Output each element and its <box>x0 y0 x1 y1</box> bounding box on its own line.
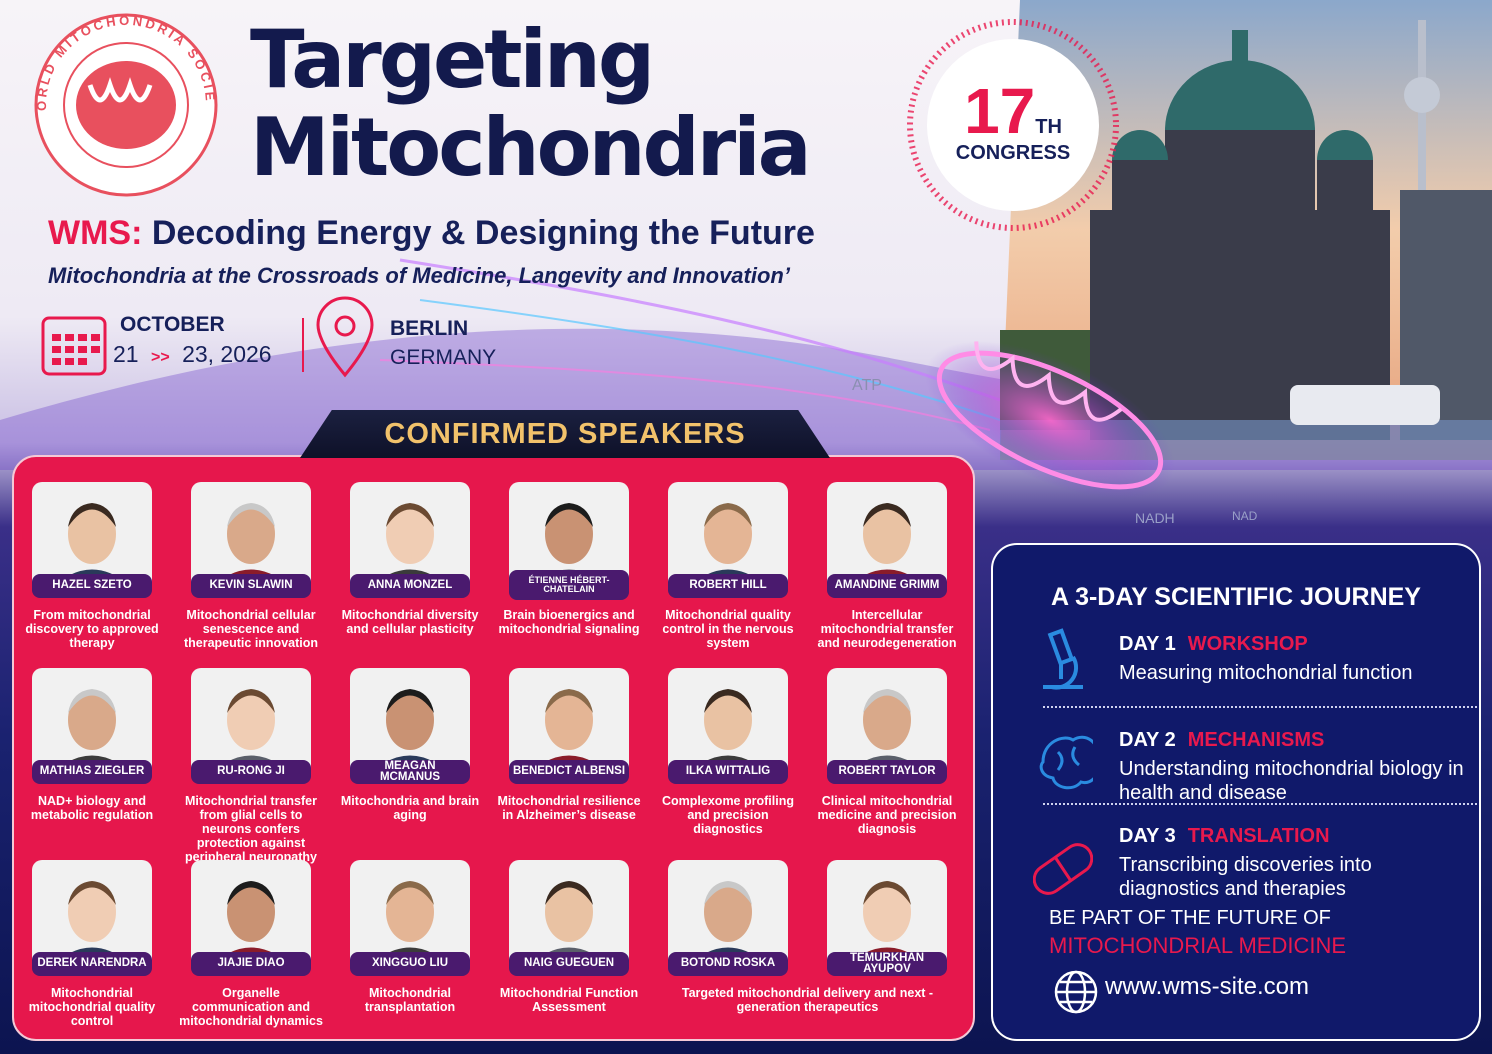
speaker-name: ANNA MONZEL <box>350 574 470 598</box>
subtitle-text: Decoding Energy & Designing the Future <box>151 214 815 252</box>
speaker-topic: Organelle communication and mitochondria… <box>179 986 323 1028</box>
arrow: >> <box>150 349 170 366</box>
badge-label: CONGRESS <box>955 142 1071 164</box>
cta-line1: BE PART OF THE FUTURE OF <box>1049 907 1331 929</box>
month: OCTOBER <box>120 313 225 336</box>
speaker-name: DEREK NARENDRA <box>32 952 152 976</box>
day-label: DAY 2 <box>1119 729 1176 751</box>
speaker-topic: Mitochondrial mitochondrial quality cont… <box>28 986 156 1028</box>
speaker-photo <box>32 668 152 778</box>
speaker-name: KEVIN SLAWIN <box>191 574 311 598</box>
speaker-topic: Mitochondrial diversity and cellular pla… <box>341 608 479 636</box>
end-date: 23, 2026 <box>182 341 272 367</box>
speaker-name: BOTOND ROSKA <box>668 952 788 976</box>
bg-label: NADH <box>1135 510 1175 526</box>
day-theme: TRANSLATION <box>1187 825 1330 847</box>
speaker-topic: Clinical mitochondrial medicine and prec… <box>817 794 957 836</box>
speakers-heading: CONFIRMED SPEAKERS <box>300 410 830 458</box>
badge: 17TH CONGRESS <box>946 74 1080 165</box>
start-day: 21 <box>113 341 139 367</box>
speaker-name: MATHIAS ZIEGLER <box>32 760 152 784</box>
speaker-name: JIAJIE DIAO <box>191 952 311 976</box>
day-description: Understanding mitochondrial biology in h… <box>1119 758 1464 804</box>
bg-label: ATP <box>852 377 882 394</box>
speaker-name: NAIG GUEGUEN <box>509 952 629 976</box>
speaker-photo <box>350 668 470 778</box>
speakers-panel <box>12 455 975 1041</box>
speaker-name: AMANDINE GRIMM <box>827 574 947 598</box>
speaker-topic: Mitochondrial quality control in the ner… <box>662 608 794 650</box>
speaker-topic: Mitochondrial transplantation <box>364 986 456 1014</box>
speaker-topic: Complexome profiling and precision diagn… <box>662 794 794 836</box>
speaker-name: ROBERT HILL <box>668 574 788 598</box>
badge-suffix: TH <box>1035 116 1062 138</box>
separator <box>1043 706 1477 708</box>
globe-icon <box>1054 970 1098 1014</box>
website[interactable]: www.wms-site.com <box>1105 973 1310 1000</box>
speaker-topic: Mitochondrial resilience in Alzheimer’s … <box>497 794 641 822</box>
tagline: Mitochondria at the Crossroads of Medici… <box>48 263 790 288</box>
speaker-name: XINGGUO LIU <box>350 952 470 976</box>
speaker-photo <box>509 860 629 970</box>
journey-icons <box>1033 628 1093 895</box>
speaker-name: HAZEL SZETO <box>32 574 152 598</box>
speaker-name: MEAGAN MCMANUS <box>350 760 470 784</box>
title: Targeting <box>250 13 655 106</box>
speaker-topic: Brain bioenergics and mitochondrial sign… <box>498 608 640 636</box>
speaker-topic: Mitochondrial cellular senescence and th… <box>183 608 319 650</box>
speaker-topic: Targeted mitochondrial delivery and next… <box>681 986 934 1014</box>
subtitle-prefix: WMS: <box>48 214 143 252</box>
cta-line2: MITOCHONDRIAL MEDICINE <box>1049 933 1347 958</box>
country: GERMANY <box>390 346 497 369</box>
day-heading: DAY 3 TRANSLATION <box>1119 825 1330 848</box>
title: Mitochondria <box>250 101 812 194</box>
subtitle: WMS: Decoding Energy & Designing the Fut… <box>48 214 815 253</box>
speaker-name: TEMURKHAN AYUPOV <box>827 952 947 976</box>
day-label: DAY 1 <box>1119 633 1176 655</box>
day-description: Transcribing discoveries into diagnostic… <box>1119 854 1372 900</box>
speaker-topic: NAD+ biology and metabolic regulation <box>30 794 154 822</box>
bg-label: NAD <box>1232 509 1258 523</box>
speaker-topic: From mitochondrial discovery to approved… <box>25 608 159 650</box>
city: BERLIN <box>390 317 469 340</box>
separator <box>1043 803 1477 805</box>
speaker-topic: Intercellular mitochondrial transfer and… <box>817 608 957 650</box>
speaker-name: BENEDICT ALBENSI <box>509 760 629 784</box>
speaker-topic: Mitochondrial Function Assessment <box>499 986 639 1014</box>
day-heading: DAY 1 WORKSHOP <box>1119 633 1308 656</box>
journey-panel: A 3-DAY SCIENTIFIC JOURNEY BE PART OF TH… <box>991 543 1481 1041</box>
day-heading: DAY 2 MECHANISMS <box>1119 729 1324 752</box>
speaker-name: RU-RONG JI <box>191 760 311 784</box>
day-theme: MECHANISMS <box>1187 729 1325 751</box>
day-description: Measuring mitochondrial function <box>1119 662 1413 684</box>
speaker-name: ILKA WITTALIG <box>668 760 788 784</box>
dates: 21 >> 23, 2026 <box>113 341 272 368</box>
day-label: DAY 3 <box>1119 825 1176 847</box>
speaker-topic: Mitochondria and brain aging <box>340 794 480 822</box>
day-theme: WORKSHOP <box>1187 633 1308 655</box>
badge-number: 17 <box>964 75 1036 147</box>
journey-heading: A 3-DAY SCIENTIFIC JOURNEY <box>1051 583 1421 611</box>
speaker-photo <box>191 482 311 592</box>
speaker-name: ROBERT TAYLOR <box>827 760 947 784</box>
speaker-topic: Mitochondrial transfer from glial cells … <box>185 794 317 864</box>
speaker-name: ÉTIENNE HÉBERT-CHATELAIN <box>509 570 629 600</box>
